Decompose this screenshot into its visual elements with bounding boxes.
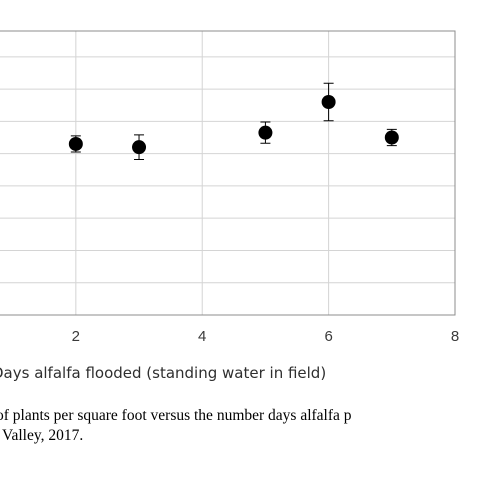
caption-line-1: of plants per square foot versus the num… bbox=[0, 407, 352, 424]
data-point bbox=[321, 95, 336, 109]
data-point bbox=[258, 125, 273, 140]
grid-lines bbox=[0, 31, 455, 315]
x-tick-label: 8 bbox=[451, 328, 459, 345]
data-points bbox=[68, 82, 399, 160]
x-tick-label: 2 bbox=[72, 328, 80, 345]
data-point bbox=[132, 140, 147, 155]
data-point bbox=[384, 130, 399, 145]
x-axis-label: Days alfalfa flooded (standing water in … bbox=[0, 364, 326, 382]
data-point bbox=[68, 136, 83, 151]
scatter-chart: 2 4 6 8 Days alfalfa flooded (standing wate… bbox=[0, 30, 460, 382]
caption-line-2: Valley, 2017. bbox=[2, 427, 84, 444]
plot-area-frame bbox=[0, 30, 456, 316]
x-tick-label: 4 bbox=[198, 328, 206, 345]
figure-caption: of plants per square foot versus the num… bbox=[0, 406, 480, 446]
x-axis-tick-labels: 2 4 6 8 bbox=[72, 328, 460, 345]
x-tick-label: 6 bbox=[324, 328, 332, 345]
